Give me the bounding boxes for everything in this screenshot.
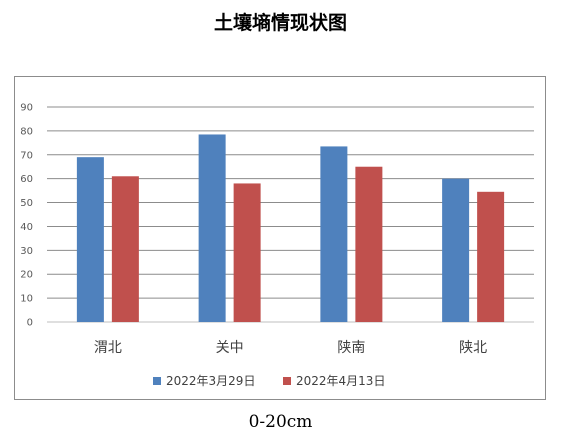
category-label: 关中 bbox=[216, 340, 244, 356]
depth-caption: 0-20cm bbox=[248, 412, 313, 432]
bar bbox=[320, 146, 348, 322]
y-tick-label: 60 bbox=[20, 174, 33, 185]
bar bbox=[233, 183, 261, 322]
y-tick-label: 40 bbox=[20, 222, 33, 233]
legend-swatch bbox=[283, 377, 291, 385]
y-tick-label: 70 bbox=[20, 150, 33, 161]
y-tick-label: 90 bbox=[20, 103, 33, 114]
y-tick-label: 0 bbox=[27, 318, 33, 329]
y-tick-label: 20 bbox=[20, 270, 33, 281]
y-tick-label: 10 bbox=[20, 294, 33, 305]
category-label: 陕南 bbox=[337, 340, 365, 356]
bar bbox=[442, 178, 470, 322]
y-tick-label: 30 bbox=[20, 246, 33, 257]
bar bbox=[477, 191, 505, 322]
bar bbox=[355, 166, 383, 322]
bar bbox=[111, 176, 139, 322]
bar bbox=[198, 134, 226, 322]
chart-title: 土壤墒情现状图 bbox=[213, 12, 347, 34]
legend-label: 2022年4月13日 bbox=[296, 374, 385, 388]
y-tick-label: 50 bbox=[20, 198, 33, 209]
legend-swatch bbox=[153, 377, 161, 385]
legend-label: 2022年3月29日 bbox=[166, 374, 255, 388]
category-label: 陕北 bbox=[459, 340, 487, 356]
bar bbox=[76, 157, 104, 322]
y-tick-label: 80 bbox=[20, 126, 33, 137]
category-label: 渭北 bbox=[94, 340, 122, 356]
